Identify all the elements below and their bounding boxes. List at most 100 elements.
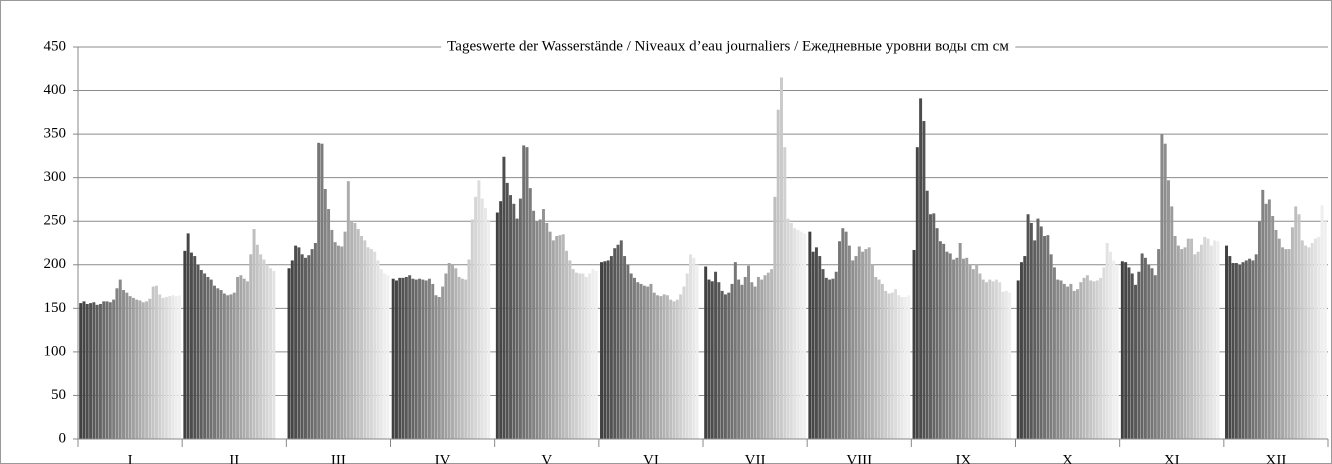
bar	[1274, 229, 1278, 439]
bar	[216, 288, 220, 439]
bar	[538, 219, 542, 439]
bar	[828, 279, 832, 439]
bar	[1059, 280, 1063, 439]
bar	[427, 278, 431, 439]
bar	[178, 295, 182, 439]
bar	[1150, 268, 1154, 439]
bar	[353, 222, 357, 439]
bar	[1186, 238, 1190, 439]
bar	[1300, 240, 1304, 439]
bar	[1287, 249, 1291, 439]
bar	[743, 276, 747, 439]
bar	[255, 244, 259, 439]
bar	[1317, 236, 1321, 439]
y-tick-label: 150	[44, 300, 67, 316]
bar	[574, 272, 578, 439]
bar	[1257, 221, 1261, 439]
bar	[932, 213, 936, 439]
bar	[174, 296, 178, 439]
bar	[756, 276, 760, 439]
bar	[841, 228, 845, 439]
bar	[330, 229, 334, 439]
bar	[763, 275, 767, 439]
bar	[304, 257, 307, 439]
bar	[925, 190, 929, 439]
bar	[958, 243, 962, 439]
bar	[773, 196, 777, 439]
bar	[141, 302, 145, 439]
bar	[1099, 277, 1103, 439]
bar	[903, 297, 907, 439]
bar	[747, 265, 751, 439]
bar	[672, 301, 676, 439]
bar	[1206, 238, 1210, 439]
bar	[350, 221, 354, 439]
bar	[780, 77, 783, 439]
bar	[783, 147, 787, 439]
bar	[685, 273, 689, 439]
bar	[912, 249, 916, 439]
bar	[594, 270, 598, 439]
bar	[1085, 275, 1089, 439]
bar	[252, 229, 256, 439]
bar	[880, 283, 884, 439]
bar	[431, 283, 435, 439]
bar	[867, 247, 871, 439]
bar	[398, 277, 402, 439]
bar	[831, 278, 835, 439]
bar	[861, 251, 865, 439]
bar	[1307, 247, 1311, 439]
bar	[82, 301, 86, 439]
bar	[158, 294, 162, 439]
bar	[776, 109, 780, 439]
bar	[95, 304, 99, 439]
bar	[1043, 236, 1047, 439]
bar	[606, 260, 610, 439]
bar	[811, 251, 815, 439]
bar	[320, 143, 324, 439]
bar	[548, 231, 552, 439]
bar	[206, 276, 210, 439]
bar	[851, 260, 855, 439]
bar	[404, 276, 408, 439]
bar	[340, 246, 344, 439]
bar	[148, 298, 152, 439]
y-tick-label: 450	[44, 38, 67, 54]
bar	[578, 273, 582, 439]
bar	[907, 295, 911, 439]
bar	[515, 218, 519, 439]
bar	[379, 269, 383, 439]
bar	[1112, 260, 1116, 439]
bar	[1180, 249, 1184, 439]
bar	[229, 294, 233, 439]
bar	[720, 290, 724, 439]
bar	[394, 280, 398, 439]
y-tick-label: 50	[51, 387, 66, 403]
bar	[532, 210, 536, 439]
bar	[737, 279, 741, 439]
bar	[656, 295, 660, 439]
bar	[183, 250, 187, 439]
bar	[437, 297, 441, 439]
bar	[808, 231, 812, 439]
bar	[161, 297, 165, 439]
bar	[1105, 243, 1109, 439]
bar	[226, 295, 230, 439]
bar	[1173, 236, 1177, 439]
bar	[464, 279, 468, 439]
bar	[1264, 203, 1268, 439]
bar	[1127, 267, 1131, 439]
bar	[164, 297, 168, 439]
bar	[884, 290, 888, 439]
bar	[1066, 286, 1070, 439]
bar	[1294, 206, 1298, 439]
bar	[714, 271, 718, 439]
bar	[558, 235, 562, 439]
bar	[965, 257, 969, 439]
bar	[441, 286, 445, 439]
bar	[565, 250, 569, 439]
bar	[838, 241, 841, 439]
bar	[1297, 214, 1301, 439]
bar	[108, 302, 112, 439]
bar	[1170, 206, 1174, 439]
